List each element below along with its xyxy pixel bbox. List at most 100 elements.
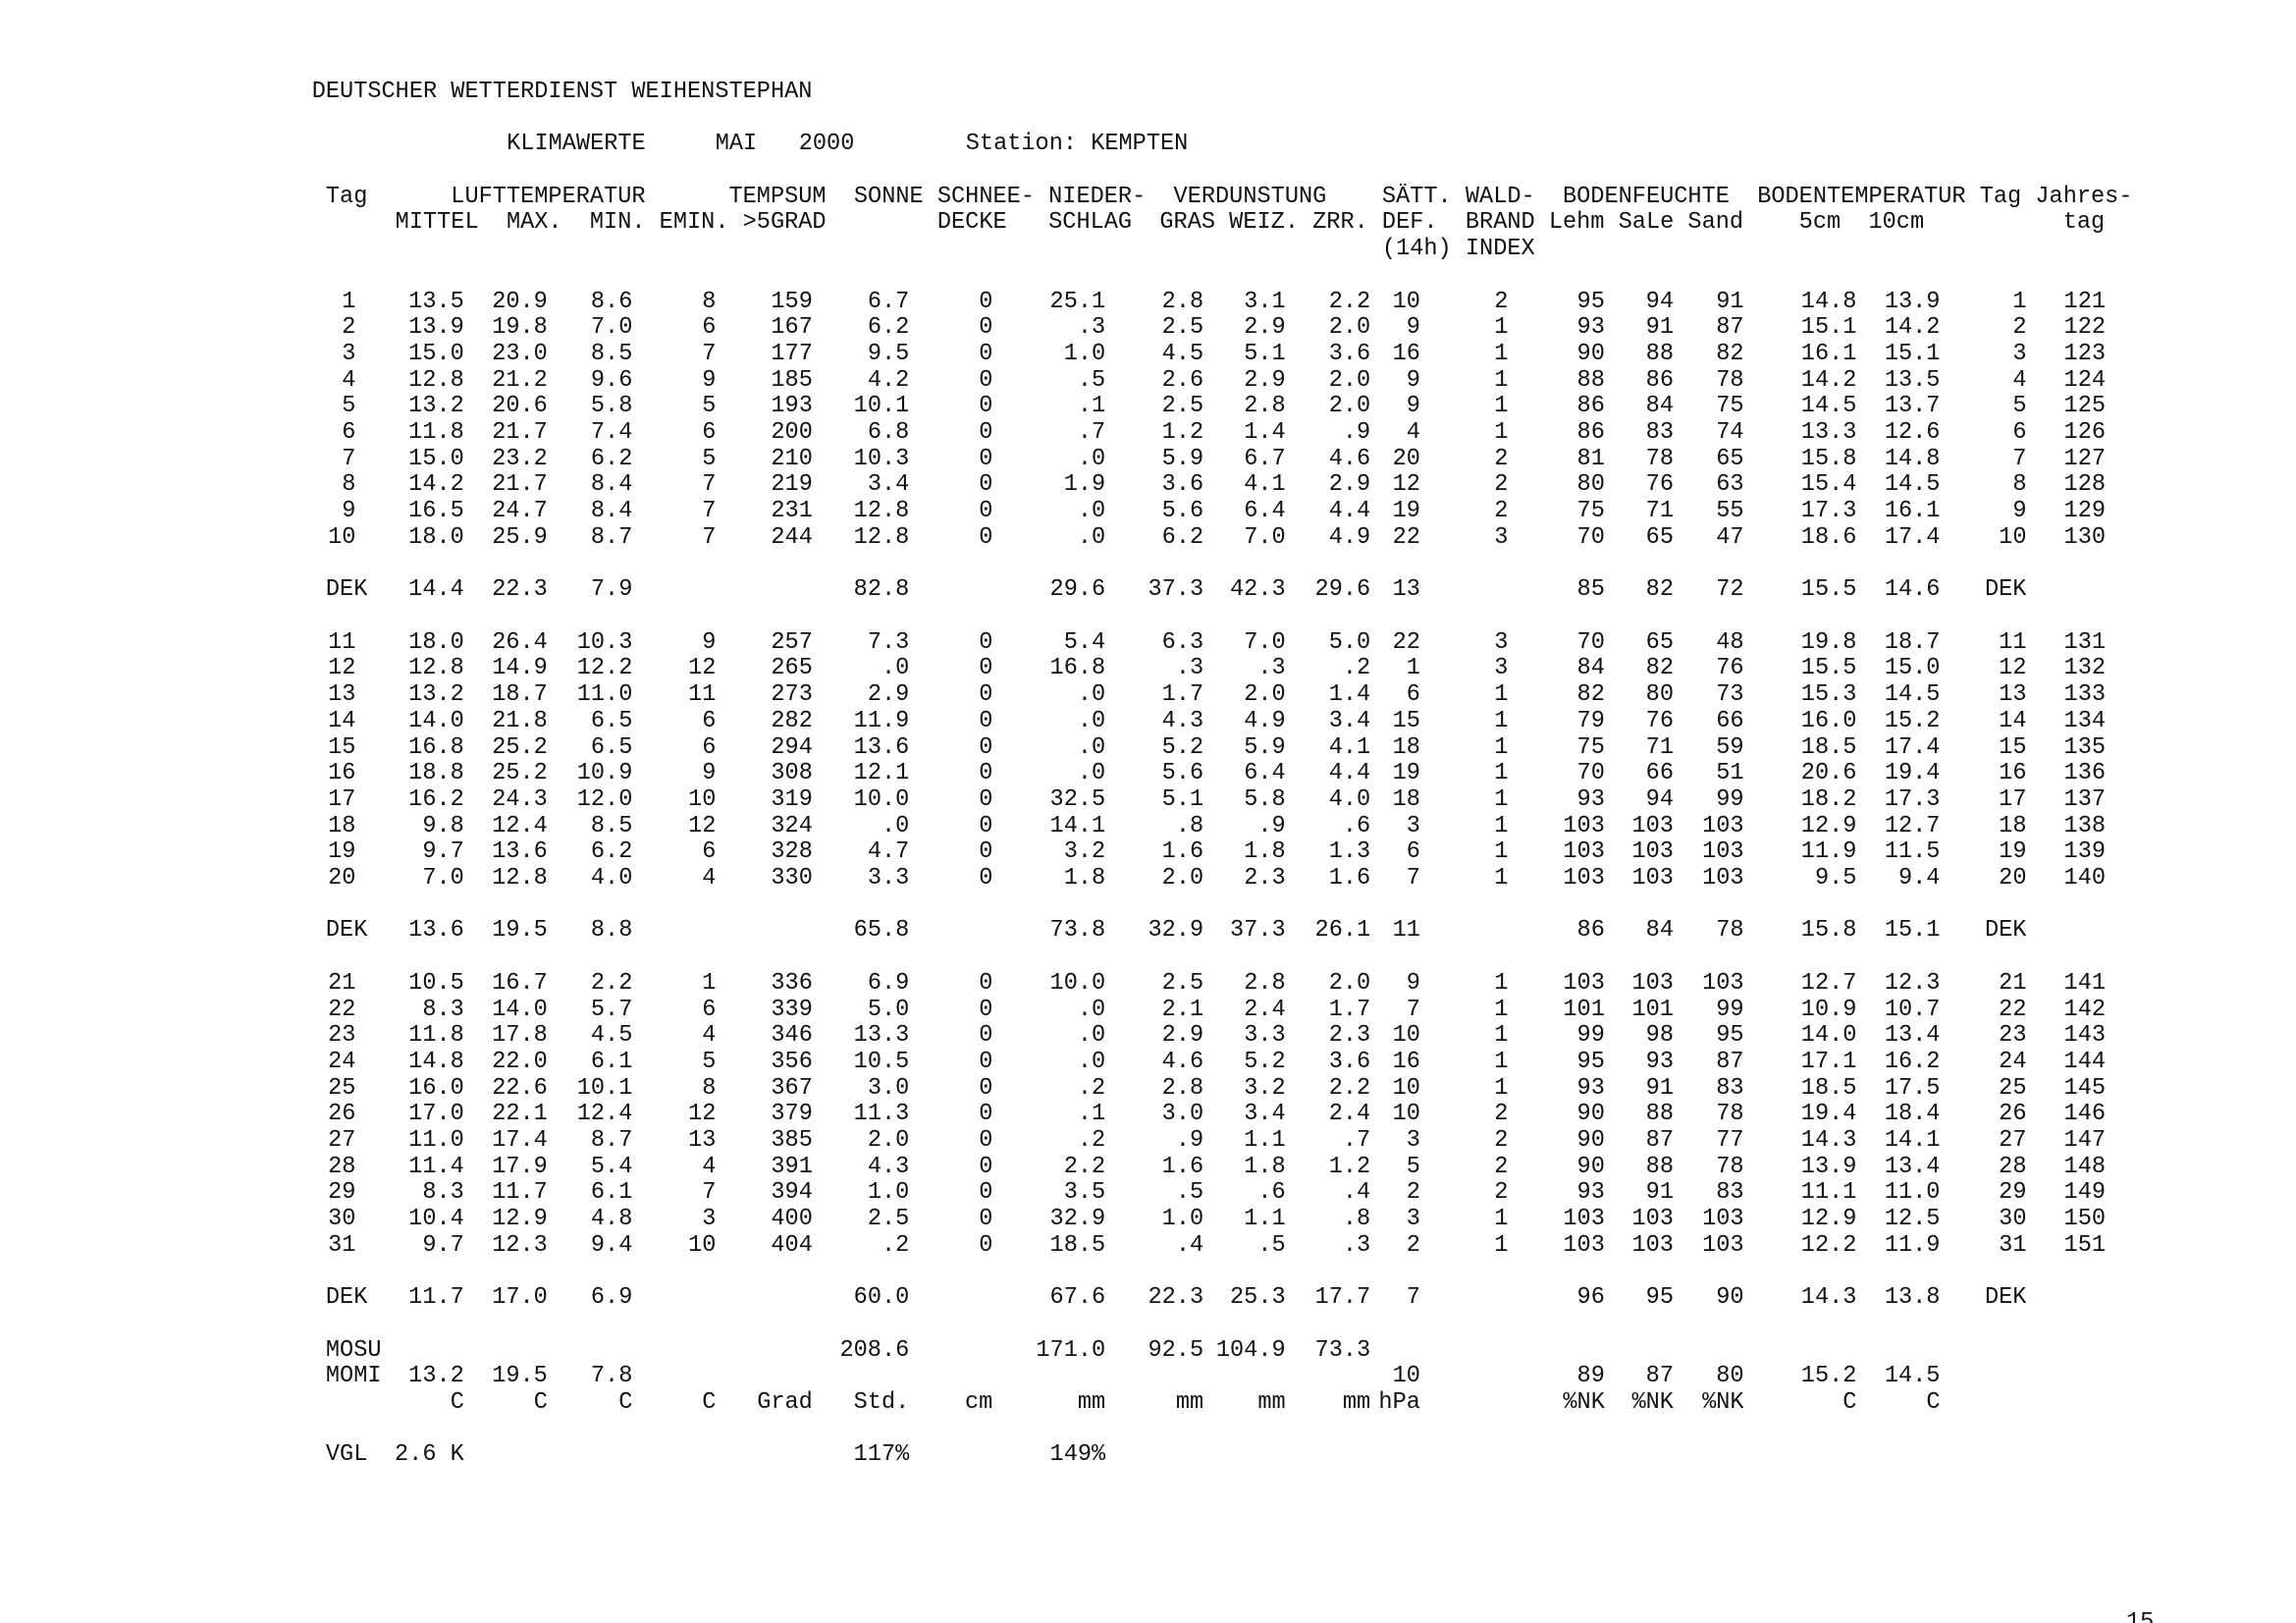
table-cell: 1 [2012, 288, 2027, 315]
table-cell: 72 [1716, 576, 1744, 604]
table-cell: 2 [1494, 1101, 1509, 1128]
table-cell: 14.2 [408, 471, 464, 499]
table-cell: 32.9 [1148, 917, 1204, 945]
table-cell: 14.2 [1884, 314, 1941, 342]
table-cell: 103 [1702, 969, 1744, 997]
table-cell: 177 [771, 340, 813, 367]
table-cell: 23.2 [492, 445, 548, 472]
table-cell: 4 [342, 366, 356, 394]
table-cell: 65 [1645, 628, 1674, 656]
table-cell: 5 [342, 393, 356, 420]
table-cell: 400 [771, 1206, 813, 1233]
table-cell: 404 [771, 1231, 813, 1259]
table-cell: 5.9 [1244, 733, 1286, 761]
table-cell: 9 [1406, 393, 1420, 420]
table-cell: .4 [1175, 1231, 1204, 1259]
table-cell: DEK [325, 917, 368, 945]
table-cell: 11.7 [408, 1284, 464, 1312]
table-cell: 385 [771, 1127, 813, 1155]
table-cell: DEK [1984, 917, 2027, 945]
table-cell: 12.8 [853, 498, 910, 525]
table-cell: 20 [1999, 865, 2027, 893]
table-cell: 20.6 [1800, 760, 1857, 787]
table-cell: 0 [979, 996, 993, 1023]
table-cell: 15.0 [408, 445, 464, 472]
table-cell: 7 [1406, 1284, 1420, 1312]
table-cell: 11.0 [576, 681, 633, 709]
table-cell: 9.7 [422, 839, 464, 866]
table-cell: .3 [1342, 1231, 1371, 1259]
table-cell: 93 [1576, 785, 1605, 813]
table-cell: 91 [1716, 288, 1744, 315]
table-cell: 8.6 [590, 288, 633, 315]
table-cell: 0 [979, 733, 993, 761]
table-cell: 12.8 [408, 655, 464, 682]
table-cell: 2.0 [1328, 969, 1371, 997]
table-cell: 2.3 [1244, 865, 1286, 893]
table-cell: 10.9 [576, 760, 633, 787]
table-cell: 4.1 [1244, 471, 1286, 499]
table-cell: 7 [702, 471, 717, 499]
table-cell: 6 [702, 707, 717, 734]
table-cell: 20 [1392, 445, 1420, 472]
table-cell: 4 [702, 865, 717, 893]
table-cell: 10 [328, 523, 356, 551]
table-cell: 101 [1563, 996, 1605, 1023]
table-cell: 15.5 [1800, 576, 1857, 604]
table-cell: 2.6 [1161, 366, 1204, 394]
table-cell: 8.8 [590, 917, 633, 945]
table-cell: 21.7 [492, 471, 548, 499]
table-cell: 14.5 [1884, 1363, 1941, 1390]
table-cell: 5.4 [1063, 628, 1106, 656]
table-cell: 13 [1999, 681, 2027, 709]
table-cell: 14 [1999, 707, 2027, 734]
table-cell: 16 [1999, 760, 2027, 787]
table-cell: 90 [1716, 1284, 1744, 1312]
table-cell: 4.3 [867, 1153, 910, 1180]
table-cell: 3.0 [1161, 1101, 1204, 1128]
table-cell: 4.9 [1244, 707, 1286, 734]
table-cell: 2 [1494, 288, 1509, 315]
table-cell: .0 [1077, 1022, 1106, 1050]
table-cell: 2.1 [1161, 996, 1204, 1023]
table-cell: VGL [325, 1441, 368, 1469]
table-cell: 2.5 [1161, 393, 1204, 420]
table-cell: .0 [881, 655, 910, 682]
table-cell: 7 [1406, 996, 1420, 1023]
table-cell: 5.8 [590, 393, 633, 420]
table-cell: 5 [702, 445, 717, 472]
table-cell: 103 [1702, 1206, 1744, 1233]
table-cell: 12.9 [1800, 1206, 1857, 1233]
year: 2000 [798, 131, 855, 158]
table-cell: 37.3 [1148, 576, 1204, 604]
table-cell: 18.8 [408, 760, 464, 787]
table-cell: 265 [771, 655, 813, 682]
table-cell: 99 [1716, 785, 1744, 813]
table-cell: 0 [979, 707, 993, 734]
table-cell: 6.2 [590, 839, 633, 866]
table-cell: 193 [771, 393, 813, 420]
table-cell: 103 [1563, 1206, 1605, 1233]
table-cell: 6 [702, 733, 717, 761]
table-cell: 3.5 [1063, 1179, 1106, 1207]
table-cell: 11.0 [1884, 1179, 1941, 1207]
table-cell: 13.6 [853, 733, 910, 761]
table-cell: 2 [1494, 1153, 1509, 1180]
table-cell: 12.6 [1884, 419, 1941, 447]
table-cell: 6 [702, 419, 717, 447]
table-cell: 14.5 [1884, 681, 1941, 709]
table-cell: 5 [2012, 393, 2027, 420]
table-cell: 2.5 [867, 1206, 910, 1233]
table-cell: 9.5 [1814, 865, 1857, 893]
table-cell: 25.2 [492, 733, 548, 761]
table-cell: 0 [979, 445, 993, 472]
table-cell: 10.0 [853, 785, 910, 813]
table-cell: 10.5 [408, 969, 464, 997]
table-cell: 78 [1716, 1153, 1744, 1180]
table-cell: 12.9 [492, 1206, 548, 1233]
table-cell: 20.9 [492, 288, 548, 315]
table-cell: 185 [771, 366, 813, 394]
table-cell: 2 [1494, 1179, 1509, 1207]
table-cell: 12.5 [1884, 1206, 1941, 1233]
